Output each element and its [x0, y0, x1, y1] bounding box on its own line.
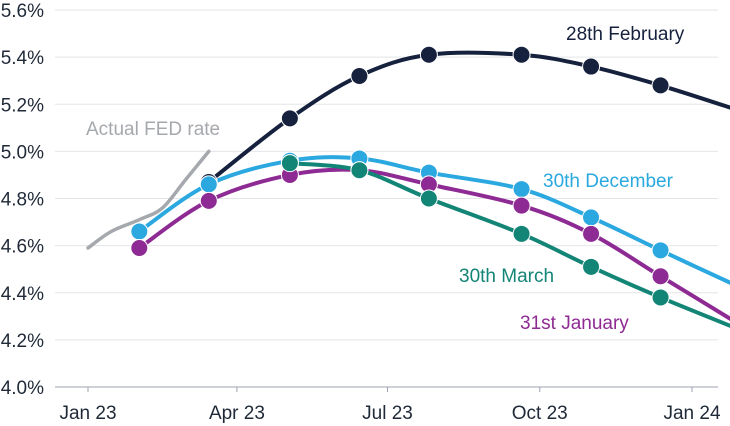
series-label-fed-rate: Actual FED rate — [86, 119, 220, 140]
x-axis-ticks: Jan 23 Apr 23 Jul 23 Oct 23 Jan 24 — [59, 387, 721, 424]
series-label-31st-january: 31st January — [520, 313, 629, 334]
data-point-28th-february — [350, 66, 369, 85]
data-point-28th-february — [280, 109, 299, 128]
series-label-28th-february: 28th February — [566, 24, 685, 45]
data-point-30th-march — [280, 154, 299, 173]
data-point-30th-december — [199, 175, 218, 194]
x-tick-label: Jul 23 — [362, 403, 413, 424]
data-point-30th-december — [582, 208, 601, 227]
y-tick-label: 4.0% — [1, 378, 44, 399]
data-point-28th-february — [512, 45, 531, 64]
data-point-31st-january — [651, 267, 670, 286]
data-point-28th-february — [419, 45, 438, 64]
data-point-30th-march — [419, 189, 438, 208]
data-point-28th-february — [582, 57, 601, 76]
data-point-30th-march — [512, 224, 531, 243]
data-point-30th-december — [651, 241, 670, 260]
y-tick-label: 4.4% — [1, 284, 44, 305]
y-tick-label: 5.0% — [1, 142, 44, 163]
y-tick-label: 4.8% — [1, 190, 44, 211]
series-label-30th-march: 30th March — [459, 266, 554, 287]
series-markers — [130, 45, 670, 307]
data-point-31st-january — [199, 191, 218, 210]
data-point-30th-march — [350, 161, 369, 180]
data-point-30th-march — [651, 288, 670, 307]
data-point-30th-march — [582, 257, 601, 276]
x-tick-label: Jan 24 — [663, 403, 720, 424]
data-point-30th-december — [130, 222, 149, 241]
x-tick-label: Apr 23 — [209, 403, 265, 424]
data-point-31st-january — [582, 224, 601, 243]
y-tick-label: 4.2% — [1, 331, 44, 352]
y-tick-label: 5.2% — [1, 95, 44, 116]
y-tick-label: 5.6% — [1, 1, 44, 22]
series-line-actual-fed-rate — [86, 149, 211, 250]
data-point-28th-february — [651, 76, 670, 95]
data-point-31st-january — [512, 196, 531, 215]
x-tick-label: Jan 23 — [59, 403, 116, 424]
y-tick-label: 4.6% — [1, 237, 44, 258]
data-point-30th-december — [512, 180, 531, 199]
x-tick-label: Oct 23 — [512, 403, 568, 424]
y-tick-label: 5.4% — [1, 48, 44, 69]
data-point-31st-january — [130, 238, 149, 257]
y-axis-ticks: 4.0% 4.2% 4.4% 4.6% 4.8% 5.0% 5.2% 5.4% 5.6% — [1, 1, 44, 399]
gridlines — [55, 9, 718, 388]
series-label-30th-december: 30th December — [543, 171, 674, 192]
